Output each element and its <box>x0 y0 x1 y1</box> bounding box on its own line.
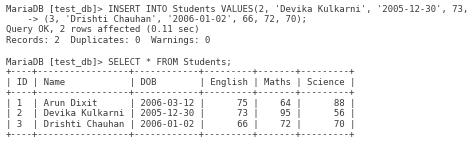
Text: | 2  | Devika Kulkarni | 2005-12-30 |      73 |    95 |      56 |: | 2 | Devika Kulkarni | 2005-12-30 | 73 … <box>6 109 355 118</box>
Text: -> (3, 'Drishti Chauhan', '2006-01-02', 66, 72, 70);: -> (3, 'Drishti Chauhan', '2006-01-02', … <box>6 15 307 24</box>
Text: | 1  | Arun Dixit      | 2006-03-12 |      75 |    64 |      88 |: | 1 | Arun Dixit | 2006-03-12 | 75 | 64 … <box>6 99 355 108</box>
Text: | 3  | Drishti Chauhan | 2006-01-02 |      66 |    72 |      70 |: | 3 | Drishti Chauhan | 2006-01-02 | 66 … <box>6 120 355 129</box>
Text: +----+-----------------+------------+---------+-------+---------+: +----+-----------------+------------+---… <box>6 130 355 139</box>
Text: MariaDB [test_db]> SELECT * FROM Students;: MariaDB [test_db]> SELECT * FROM Student… <box>6 57 231 66</box>
Text: Records: 2  Duplicates: 0  Warnings: 0: Records: 2 Duplicates: 0 Warnings: 0 <box>6 36 210 45</box>
Text: Query OK, 2 rows affected (0.11 sec): Query OK, 2 rows affected (0.11 sec) <box>6 25 199 34</box>
Text: | ID | Name            | DOB        | English | Maths | Science |: | ID | Name | DOB | English | Maths | Sc… <box>6 78 355 87</box>
Text: +----+-----------------+------------+---------+-------+---------+: +----+-----------------+------------+---… <box>6 67 355 76</box>
Text: MariaDB [test_db]> INSERT INTO Students VALUES(2, 'Devika Kulkarni', '2005-12-30: MariaDB [test_db]> INSERT INTO Students … <box>6 4 474 13</box>
Text: +----+-----------------+------------+---------+-------+---------+: +----+-----------------+------------+---… <box>6 88 355 97</box>
